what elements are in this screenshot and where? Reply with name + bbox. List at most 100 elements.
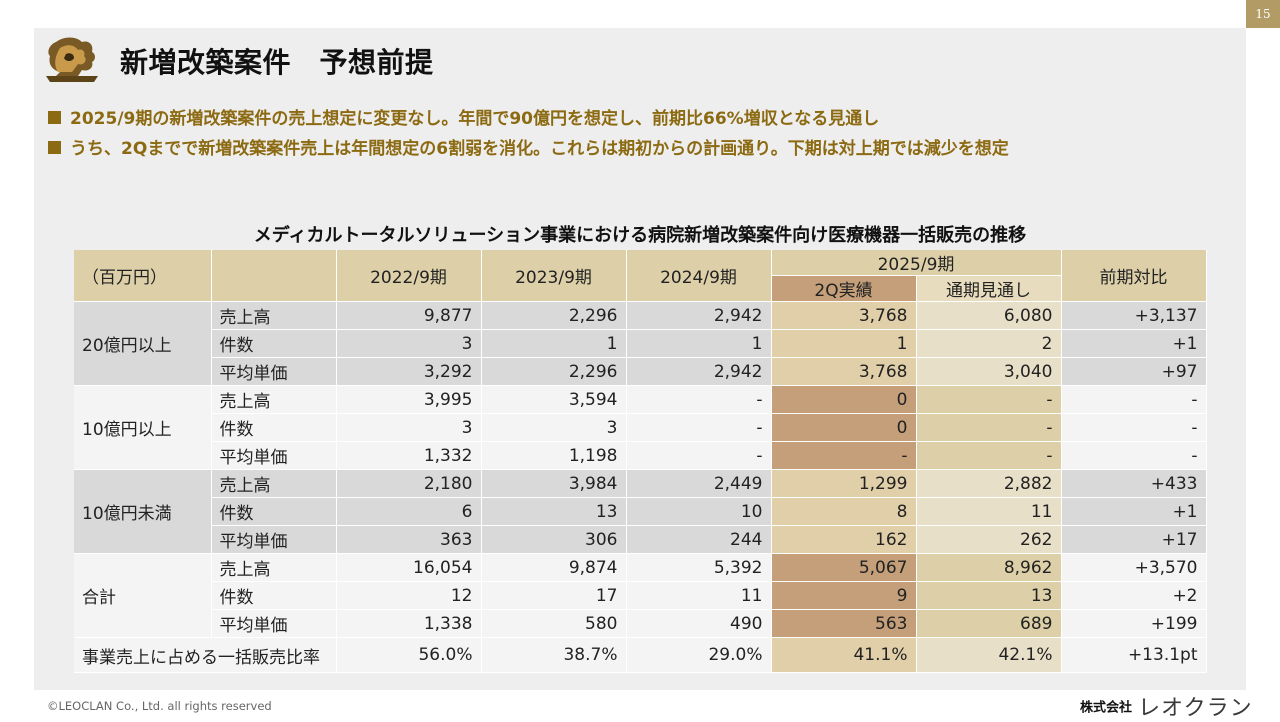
value-fy: 11 <box>916 497 1062 526</box>
value-2022: 12 <box>336 581 482 610</box>
value-fy: 2,882 <box>916 469 1062 498</box>
table-row: 10億円未満 売上高 2,180 3,984 2,449 1,299 2,882 +433 <box>74 469 1207 554</box>
header-yoy: 前期対比 <box>1061 250 1207 302</box>
value-2022: 9,877 <box>336 301 482 330</box>
value-2023: 580 <box>481 609 627 638</box>
value-yoy: +97 <box>1061 357 1207 386</box>
metric-label: 平均単価 <box>211 609 337 638</box>
value-2024: 2,942 <box>626 357 772 386</box>
metric-label: 平均単価 <box>211 525 337 554</box>
table-row: 件数 6 13 10 8 11 +1 <box>74 497 1207 526</box>
value-2022: 2,180 <box>336 469 482 498</box>
group-label: 10億円未満 <box>74 469 212 554</box>
value-q2: 1 <box>771 329 917 358</box>
value-q2: 8 <box>771 497 917 526</box>
value-yoy: +199 <box>1061 609 1207 638</box>
metric-label: 売上高 <box>211 469 337 498</box>
value-q2: 3,768 <box>771 301 917 330</box>
metric-label: 件数 <box>211 581 337 610</box>
table-row: 件数 12 17 11 9 13 +2 <box>74 581 1207 610</box>
value-2023: 1,198 <box>481 441 627 470</box>
value-2023: 3,594 <box>481 385 627 414</box>
ratio-fy: 42.1% <box>916 637 1062 673</box>
metric-label: 売上高 <box>211 385 337 414</box>
company-name: レオクラン <box>1138 696 1253 721</box>
ratio-yoy: +13.1pt <box>1061 637 1207 673</box>
table-row: 10億円以上 売上高 3,995 3,594-0- - <box>74 385 1207 470</box>
value-2023: 17 <box>481 581 627 610</box>
value-2024: 244 <box>626 525 772 554</box>
metric-label: 件数 <box>211 329 337 358</box>
page-title: 新増改築案件 予想前提 <box>120 46 434 79</box>
value-2023: 306 <box>481 525 627 554</box>
company-logo: 株式会社 レオクラン <box>1080 690 1253 722</box>
value-q2: 0 <box>771 413 917 442</box>
value-q2: 563 <box>771 609 917 638</box>
group-label: 合計 <box>74 553 212 638</box>
value-fy: 689 <box>916 609 1062 638</box>
value-2022: 1,338 <box>336 609 482 638</box>
page-number: 15 <box>1246 0 1280 28</box>
value-2024: - <box>626 413 772 442</box>
value-2022: 6 <box>336 497 482 526</box>
value-yoy: +433 <box>1061 469 1207 498</box>
header-q2: 2Q実績 <box>771 275 917 302</box>
value-fy: 8,962 <box>916 553 1062 582</box>
value-yoy: +3,137 <box>1061 301 1207 330</box>
lion-logo-icon <box>46 37 98 82</box>
value-2024: 1 <box>626 329 772 358</box>
value-2024: 11 <box>626 581 772 610</box>
table-row: 20億円以上 売上高 9,877 2,296 2,942 3,768 6,080 +3,137 <box>74 301 1207 386</box>
group-label: 20億円以上 <box>74 301 212 386</box>
header-2024: 2024/9期 <box>626 250 772 302</box>
metric-label: 売上高 <box>211 553 337 582</box>
header-fy: 通期見通し <box>916 275 1062 302</box>
value-yoy: +1 <box>1061 497 1207 526</box>
value-q2: 3,768 <box>771 357 917 386</box>
table-row: 平均単価 1,338 580 490 563 689 +199 <box>74 609 1207 638</box>
copyright-footer: ©LEOCLAN Co., Ltd. all rights reserved <box>47 699 272 713</box>
metric-label: 平均単価 <box>211 441 337 470</box>
value-2022: 1,332 <box>336 441 482 470</box>
value-2023: 2,296 <box>481 301 627 330</box>
value-2022: 16,054 <box>336 553 482 582</box>
metric-label: 件数 <box>211 413 337 442</box>
table-row: 平均単価 363 306 244 162 262 +17 <box>74 525 1207 554</box>
value-yoy: - <box>1061 441 1207 470</box>
metric-label: 売上高 <box>211 301 337 330</box>
bullet-2-text: うち、2Qまでで新増改築案件売上は年間想定の6割弱を消化。これらは期初からの計画… <box>70 139 1009 159</box>
value-2023: 2,296 <box>481 357 627 386</box>
value-yoy: - <box>1061 413 1207 442</box>
table-row: 合計 売上高 16,054 9,874 5,392 5,067 8,962 +3,570 <box>74 553 1207 638</box>
metric-label: 件数 <box>211 497 337 526</box>
value-2024: 2,942 <box>626 301 772 330</box>
bullet-2: うち、2Qまでで新増改築案件売上は年間想定の6割弱を消化。これらは期初からの計画… <box>48 134 1009 159</box>
value-fy: 262 <box>916 525 1062 554</box>
value-2023: 13 <box>481 497 627 526</box>
value-q2: 9 <box>771 581 917 610</box>
ratio-label: 事業売上に占める一括販売比率 <box>74 637 337 673</box>
value-2023: 9,874 <box>481 553 627 582</box>
value-yoy: +1 <box>1061 329 1207 358</box>
group-label: 10億円以上 <box>74 385 212 470</box>
table-row: 件数 3 3-0- - <box>74 413 1207 442</box>
ratio-row: 事業売上に占める一括販売比率 56.0% 38.7% 29.0% 41.1% 42.1% +… <box>74 637 1207 673</box>
unit-label: （百万円） <box>74 250 212 302</box>
value-2024: - <box>626 441 772 470</box>
value-fy: - <box>916 441 1062 470</box>
value-2022: 363 <box>336 525 482 554</box>
metric-label: 平均単価 <box>211 357 337 386</box>
value-yoy: - <box>1061 385 1207 414</box>
value-fy: - <box>916 413 1062 442</box>
value-q2: 1,299 <box>771 469 917 498</box>
value-yoy: +17 <box>1061 525 1207 554</box>
value-fy: 13 <box>916 581 1062 610</box>
table-row: 平均単価 3,292 2,296 2,942 3,768 3,040 +97 <box>74 357 1207 386</box>
value-fy: 2 <box>916 329 1062 358</box>
value-yoy: +3,570 <box>1061 553 1207 582</box>
value-q2: - <box>771 441 917 470</box>
value-2024: 10 <box>626 497 772 526</box>
value-q2: 5,067 <box>771 553 917 582</box>
ratio-2023: 38.7% <box>481 637 627 673</box>
value-2023: 1 <box>481 329 627 358</box>
